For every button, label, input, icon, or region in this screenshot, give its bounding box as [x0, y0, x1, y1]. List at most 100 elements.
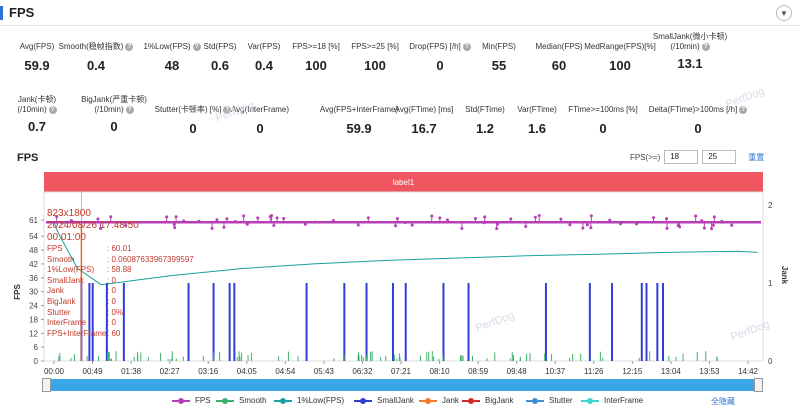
- y-tick-label: 6: [34, 343, 39, 352]
- legend-item[interactable]: SmallJank: [354, 396, 414, 405]
- stat-label: Min(FPS): [482, 42, 516, 51]
- legend-label: SmallJank: [377, 396, 414, 405]
- label-bar[interactable]: label1: [44, 172, 763, 192]
- y-tick-label: 0: [34, 357, 39, 366]
- range-end-handle[interactable]: [754, 378, 763, 392]
- collapse-button[interactable]: ▼: [776, 5, 792, 21]
- tooltip-key: Smooth: [47, 254, 75, 264]
- tooltip-row: Jank : 0: [47, 286, 194, 297]
- help-icon[interactable]: ?: [48, 106, 57, 114]
- fps-threshold-1-input[interactable]: 18: [664, 150, 699, 164]
- legend-label: BigJank: [485, 396, 514, 405]
- stat-label: Avg(FPS+InterFrame): [319, 105, 399, 114]
- help-icon[interactable]: ?: [462, 43, 471, 51]
- fps-point: [197, 219, 201, 223]
- tooltip-value: : 0: [107, 286, 116, 296]
- tooltip-value: : 0: [107, 275, 116, 285]
- legend-item[interactable]: 1%Low(FPS): [274, 396, 344, 405]
- y-tick-label: 54: [29, 232, 38, 241]
- x-tick-label: 13:04: [661, 367, 682, 376]
- legend-label: 1%Low(FPS): [297, 396, 345, 405]
- fps-point: [356, 223, 360, 227]
- fps-point: [665, 217, 669, 221]
- help-icon[interactable]: ?: [701, 43, 710, 51]
- fps-point: [233, 220, 237, 224]
- legend-item[interactable]: Smooth: [216, 396, 267, 405]
- label-bar-text: label1: [392, 177, 415, 187]
- help-icon[interactable]: ?: [125, 43, 134, 51]
- stat-value: 0: [694, 121, 702, 136]
- legend-label: FPS: [195, 396, 211, 405]
- stat-value: 0: [599, 121, 607, 136]
- help-icon[interactable]: ?: [223, 106, 232, 114]
- help-icon[interactable]: ?: [192, 43, 201, 51]
- reset-link[interactable]: 重置: [748, 152, 765, 162]
- stat-label: 1%Low(FPS)?: [143, 42, 201, 52]
- stat-label: Median(FPS): [535, 42, 583, 51]
- fps-point: [210, 226, 214, 230]
- tooltip-value: : 0%: [107, 307, 124, 317]
- time-range-scrollbar[interactable]: [42, 378, 763, 392]
- legend-item[interactable]: Stutter: [526, 396, 573, 405]
- legend-item[interactable]: BigJank: [462, 396, 513, 405]
- fps-point: [720, 220, 724, 224]
- stat-item: Jank(卡顿) (/10min)? 0.7: [0, 95, 97, 134]
- stat-label: FPS>=25 [%]: [351, 42, 399, 51]
- tooltip-value: : 0: [107, 318, 116, 328]
- legend-item[interactable]: Jank: [419, 396, 459, 405]
- tooltip-row: Stutter : 0%: [47, 308, 194, 319]
- stat-item: Smooth(稳帧指数)? 0.4: [36, 42, 156, 73]
- stat-label: SmallJank(微小卡顿) (/10min)?: [652, 32, 728, 51]
- stat-item: Avg(FPS) 59.9: [0, 42, 97, 73]
- fps-point: [282, 216, 286, 220]
- stat-label: Avg(FPS): [19, 42, 55, 51]
- fps-threshold-2-input[interactable]: 25: [702, 150, 737, 164]
- legend-swatch: [581, 397, 599, 404]
- stat-value: 1.2: [475, 121, 495, 136]
- tooltip-row: InterFrame: 0: [47, 318, 194, 329]
- fps-point: [589, 226, 593, 230]
- stat-item: Std(FPS) 0.6: [160, 42, 280, 73]
- tooltip-value: : 0: [107, 296, 116, 306]
- help-icon[interactable]: ?: [739, 106, 748, 114]
- fps-point: [581, 226, 585, 230]
- fps-point: [313, 220, 317, 224]
- fps-point: [712, 215, 716, 219]
- x-tick-label: 08:10: [430, 367, 451, 376]
- tooltip-key: Stutter: [47, 307, 71, 317]
- stat-item: Std(FTime) 1.2: [425, 105, 545, 136]
- chart-title: FPS: [17, 152, 39, 164]
- hide-all-link[interactable]: 全隐藏: [711, 397, 735, 406]
- fps-point: [460, 226, 464, 230]
- x-tick-label: 11:26: [584, 367, 604, 376]
- legend-item[interactable]: FPS: [172, 396, 211, 405]
- fps-point: [60, 221, 64, 225]
- fps-point: [403, 221, 407, 225]
- tooltip-key: Jank: [47, 286, 64, 296]
- stat-label: Smooth(稳帧指数)?: [59, 42, 134, 52]
- x-tick-label: 00:00: [44, 367, 65, 376]
- tooltip-value: : 60.01: [107, 244, 132, 253]
- fps-point: [99, 227, 103, 231]
- tooltip-key: FPS: [47, 244, 63, 253]
- x-tick-label: 03:16: [198, 367, 219, 376]
- legend-label: Stutter: [549, 396, 573, 405]
- stat-value: 60: [551, 58, 567, 73]
- fps-point: [410, 223, 414, 227]
- range-start-handle[interactable]: [42, 378, 51, 392]
- stat-label: Stutter(卡顿率) [%]?: [155, 105, 232, 115]
- stat-item: Avg(FTime) [ms] 16.7: [364, 105, 484, 136]
- y-tick-label: 42: [29, 260, 38, 269]
- stat-value: 0.7: [27, 119, 47, 134]
- fps-point: [303, 222, 307, 226]
- y-tick-label: 36: [29, 274, 38, 283]
- legend-swatch: [462, 397, 480, 404]
- plot-frame: [43, 191, 764, 362]
- x-tick-label: 12:15: [622, 367, 643, 376]
- help-icon[interactable]: ?: [125, 106, 134, 114]
- legend-item[interactable]: InterFrame: [581, 396, 643, 405]
- fps-point: [634, 222, 638, 226]
- fps-point: [395, 217, 399, 221]
- stat-value: 59.9: [346, 121, 372, 136]
